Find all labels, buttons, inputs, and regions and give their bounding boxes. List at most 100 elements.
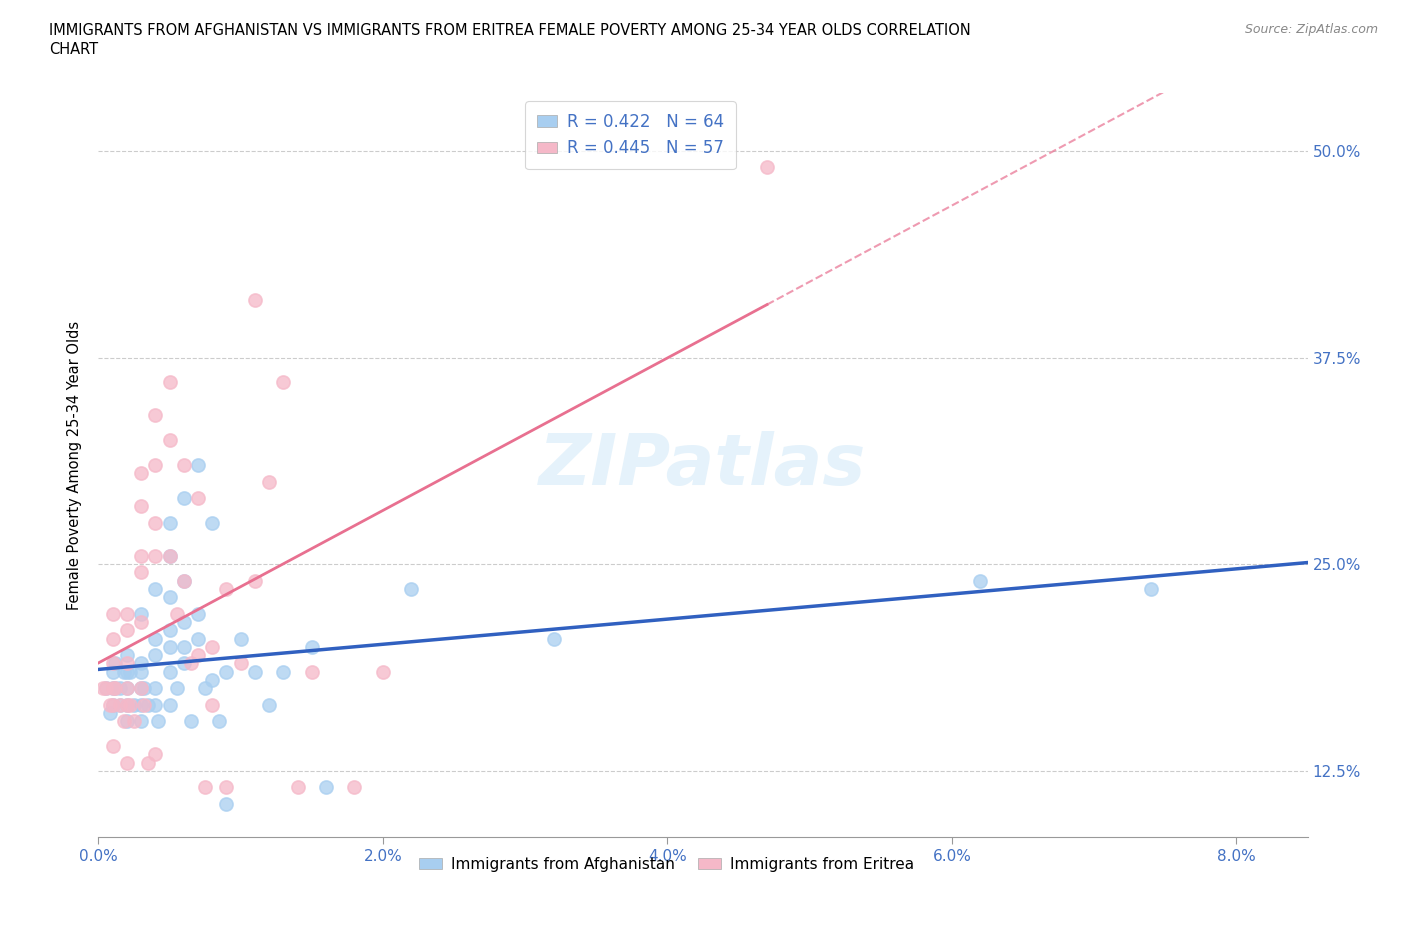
Point: [159, 623, 181, 638]
Point: [301, 664, 323, 679]
Point: [159, 590, 181, 604]
Point: [159, 549, 181, 564]
Point: [108, 698, 131, 712]
Point: [173, 615, 195, 630]
Point: [215, 581, 238, 596]
Point: [159, 640, 181, 655]
Point: [112, 714, 135, 729]
Point: [129, 681, 152, 696]
Point: [115, 664, 138, 679]
Point: [91, 681, 114, 696]
Point: [143, 549, 166, 564]
Point: [118, 664, 141, 679]
Point: [143, 408, 166, 423]
Point: [108, 681, 131, 696]
Point: [115, 698, 138, 712]
Point: [115, 681, 138, 696]
Point: [173, 491, 195, 506]
Point: [243, 664, 266, 679]
Point: [343, 780, 366, 795]
Y-axis label: Female Poverty Among 25-34 Year Olds: Female Poverty Among 25-34 Year Olds: [67, 321, 83, 609]
Point: [132, 698, 155, 712]
Point: [118, 698, 141, 712]
Point: [215, 664, 238, 679]
Point: [129, 656, 152, 671]
Point: [371, 664, 394, 679]
Point: [143, 458, 166, 472]
Point: [101, 698, 124, 712]
Point: [187, 458, 209, 472]
Point: [173, 573, 195, 588]
Point: [101, 681, 124, 696]
Point: [94, 681, 117, 696]
Point: [101, 698, 124, 712]
Point: [101, 606, 124, 621]
Point: [180, 656, 202, 671]
Point: [104, 656, 127, 671]
Point: [159, 549, 181, 564]
Point: [173, 458, 195, 472]
Point: [122, 698, 145, 712]
Point: [129, 466, 152, 481]
Point: [173, 640, 195, 655]
Point: [159, 664, 181, 679]
Point: [273, 375, 295, 390]
Text: Source: ZipAtlas.com: Source: ZipAtlas.com: [1244, 23, 1378, 36]
Point: [315, 780, 337, 795]
Text: CHART: CHART: [49, 42, 98, 57]
Point: [201, 672, 224, 687]
Point: [143, 747, 166, 762]
Point: [201, 640, 224, 655]
Point: [187, 647, 209, 662]
Point: [194, 681, 217, 696]
Point: [115, 755, 138, 770]
Point: [104, 681, 127, 696]
Point: [115, 606, 138, 621]
Point: [132, 681, 155, 696]
Point: [180, 714, 202, 729]
Point: [129, 606, 152, 621]
Point: [143, 515, 166, 530]
Point: [401, 581, 423, 596]
Point: [173, 573, 195, 588]
Point: [201, 698, 224, 712]
Point: [112, 664, 135, 679]
Point: [129, 714, 152, 729]
Point: [159, 432, 181, 447]
Point: [108, 698, 131, 712]
Point: [143, 647, 166, 662]
Point: [215, 796, 238, 811]
Point: [187, 631, 209, 646]
Text: ZIPatlas: ZIPatlas: [540, 431, 866, 499]
Point: [115, 681, 138, 696]
Point: [115, 698, 138, 712]
Point: [129, 698, 152, 712]
Point: [229, 631, 252, 646]
Point: [301, 640, 323, 655]
Point: [543, 631, 565, 646]
Point: [101, 738, 124, 753]
Point: [756, 160, 779, 175]
Point: [129, 664, 152, 679]
Point: [115, 647, 138, 662]
Point: [94, 681, 117, 696]
Point: [101, 631, 124, 646]
Point: [129, 681, 152, 696]
Point: [969, 573, 991, 588]
Point: [136, 698, 159, 712]
Point: [287, 780, 309, 795]
Point: [115, 714, 138, 729]
Point: [115, 656, 138, 671]
Point: [257, 698, 280, 712]
Point: [101, 681, 124, 696]
Point: [129, 549, 152, 564]
Text: IMMIGRANTS FROM AFGHANISTAN VS IMMIGRANTS FROM ERITREA FEMALE POVERTY AMONG 25-3: IMMIGRANTS FROM AFGHANISTAN VS IMMIGRANT…: [49, 23, 972, 38]
Point: [146, 714, 169, 729]
Point: [101, 656, 124, 671]
Point: [201, 515, 224, 530]
Point: [1140, 581, 1163, 596]
Point: [159, 515, 181, 530]
Point: [98, 698, 121, 712]
Point: [159, 698, 181, 712]
Point: [104, 681, 127, 696]
